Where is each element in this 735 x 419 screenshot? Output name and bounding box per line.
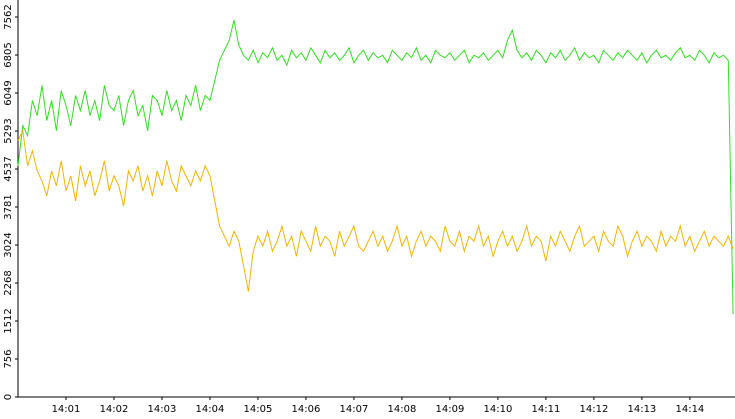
x-tick-label: 14:11 bbox=[531, 404, 560, 415]
x-tick-label: 14:06 bbox=[292, 404, 321, 415]
series-line bbox=[17, 19, 734, 315]
series-line bbox=[17, 128, 734, 292]
y-tick-label: 0 bbox=[3, 394, 14, 400]
x-tick-label: 14:02 bbox=[100, 404, 129, 415]
x-tick-label: 14:04 bbox=[196, 404, 225, 415]
y-tick-label: 3781 bbox=[3, 194, 14, 219]
x-tick-label: 14:01 bbox=[52, 404, 81, 415]
y-tick-label: 5293 bbox=[3, 118, 14, 143]
x-tick-label: 14:12 bbox=[579, 404, 608, 415]
y-tick-label: 1512 bbox=[3, 308, 14, 333]
x-tick-label: 14:09 bbox=[436, 404, 465, 415]
x-tick-label: 14:13 bbox=[627, 404, 656, 415]
x-tick-label: 14:14 bbox=[675, 404, 704, 415]
y-tick-label: 2268 bbox=[3, 270, 14, 295]
x-tick-label: 14:08 bbox=[388, 404, 417, 415]
x-tick-label: 14:10 bbox=[484, 404, 513, 415]
y-tick-label: 4537 bbox=[3, 156, 14, 181]
y-tick-label: 756 bbox=[3, 349, 14, 368]
x-tick-label: 14:03 bbox=[148, 404, 177, 415]
x-tick-label: 14:07 bbox=[340, 404, 369, 415]
y-tick-label: 3024 bbox=[3, 232, 14, 257]
y-tick-label: 6805 bbox=[3, 42, 14, 67]
y-tick-label: 7562 bbox=[3, 4, 14, 29]
x-tick-label: 14:05 bbox=[244, 404, 273, 415]
y-tick-label: 6049 bbox=[3, 80, 14, 105]
